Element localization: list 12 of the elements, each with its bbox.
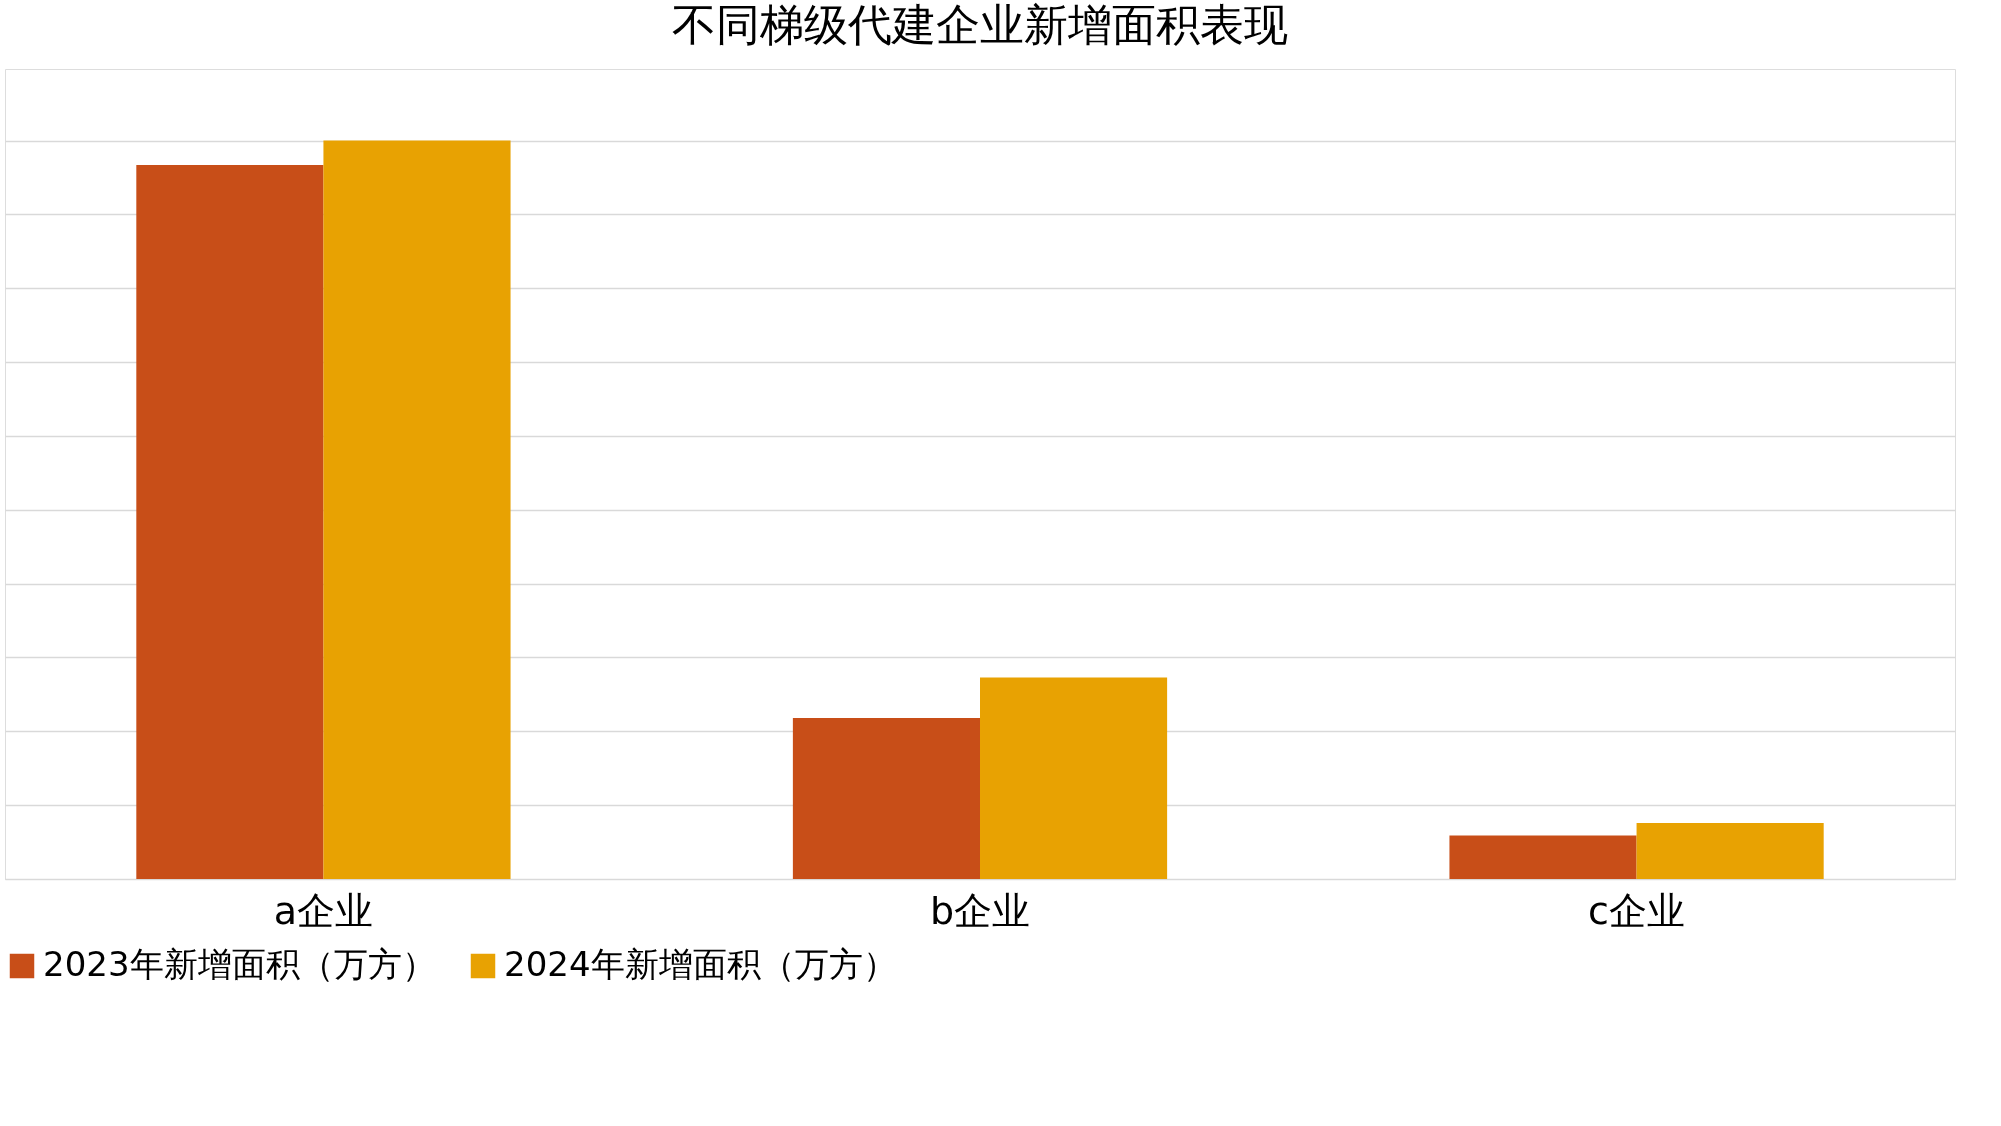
bar <box>1636 822 1824 879</box>
x-tick-label: a企业 <box>273 888 374 933</box>
legend-label: 2024年新增面积（万方） <box>504 944 897 984</box>
x-tick-label: b企业 <box>929 888 1031 933</box>
bar <box>1449 835 1637 879</box>
bar <box>136 164 324 879</box>
bar <box>792 718 980 879</box>
chart-title: 不同梯级代建企业新增面积表现 <box>672 0 1288 50</box>
bar <box>323 140 511 879</box>
x-tick-label: c企业 <box>1588 888 1686 933</box>
bar <box>980 677 1168 879</box>
legend-label: 2023年新增面积（万方） <box>43 944 436 984</box>
